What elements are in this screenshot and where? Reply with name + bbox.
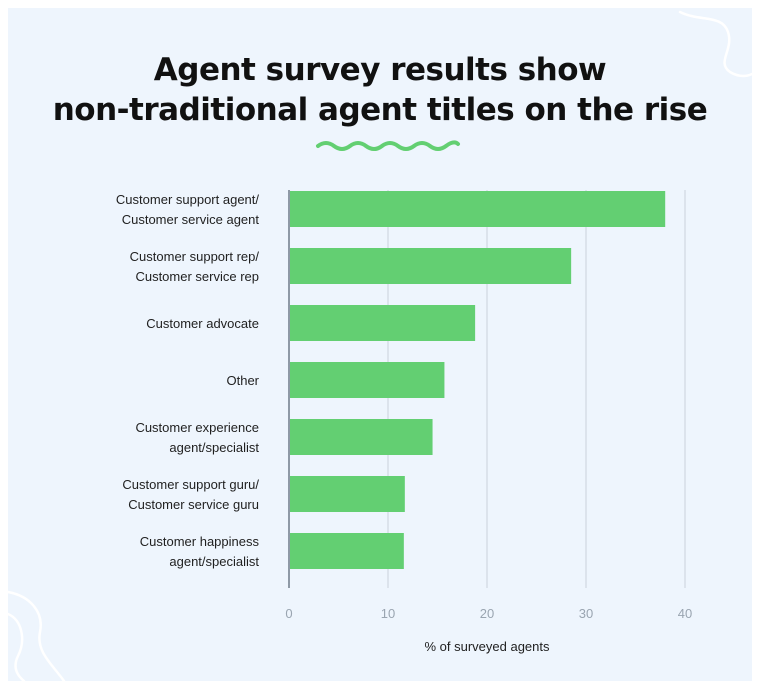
category-label: Other <box>226 373 259 388</box>
bars <box>289 191 666 569</box>
category-label-line: Customer advocate <box>146 316 259 331</box>
category-label: Customer happiness agent/specialist <box>140 534 260 569</box>
bar <box>289 533 404 569</box>
category-label: Customer support rep/Customer service re… <box>130 249 260 284</box>
decor-swirl-line <box>6 590 66 683</box>
x-axis-title: % of surveyed agents <box>424 639 550 654</box>
decor-swirl-bottom-left <box>6 590 66 683</box>
bar <box>289 248 572 284</box>
x-tick-labels: 0 10 20 30 40 <box>285 606 692 621</box>
x-tick-label: 40 <box>678 606 692 621</box>
category-label-line: Customer service agent <box>122 212 260 227</box>
x-tick-label: 30 <box>579 606 593 621</box>
bar <box>289 419 433 455</box>
x-tick-label: 0 <box>285 606 292 621</box>
decor-swirl-line <box>6 612 26 683</box>
category-label-line: Customer support guru/ <box>122 477 259 492</box>
bar <box>289 362 445 398</box>
chart-title-line-2: non-traditional agent titles on the rise <box>52 92 708 128</box>
decor-swirl-top-right <box>678 10 754 78</box>
chart-title: Agent survey results show non-traditiona… <box>0 50 760 130</box>
category-labels: Customer support agent/Customer service … <box>116 192 260 569</box>
x-tick-label: 20 <box>480 606 494 621</box>
category-label-line: Customer service guru <box>128 497 259 512</box>
bar <box>289 191 666 227</box>
category-label-line: agent/specialist <box>169 440 259 455</box>
category-label-line: Other <box>226 373 259 388</box>
category-label-line: Customer support agent/ <box>116 192 259 207</box>
category-label: Customer advocate <box>146 316 259 331</box>
title-squiggle-underline <box>316 140 460 151</box>
category-label-line: Customer service rep <box>135 269 259 284</box>
bar <box>289 305 476 341</box>
decor-swirl-line <box>678 10 754 78</box>
category-label-line: Customer happiness <box>140 534 260 549</box>
category-label-line: agent/specialist <box>169 554 259 569</box>
category-label: Customer support agent/Customer service … <box>116 192 259 227</box>
chart-title-line-1: Agent survey results show <box>153 52 607 88</box>
category-label-line: Customer support rep/ <box>130 249 260 264</box>
category-label: Customer support guru/Customer service g… <box>122 477 259 512</box>
bar <box>289 476 405 512</box>
x-tick-label: 10 <box>381 606 395 621</box>
category-label-line: Customer experience <box>135 420 259 435</box>
category-label: Customer experience agent/specialist <box>135 420 259 455</box>
